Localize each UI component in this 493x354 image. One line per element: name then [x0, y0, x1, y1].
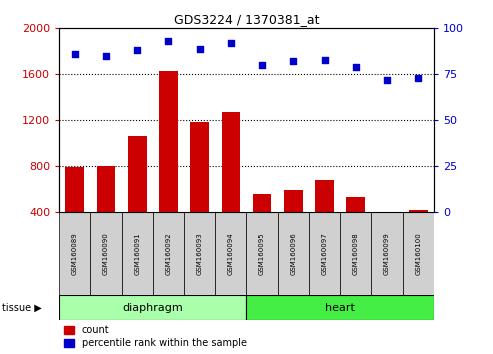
Bar: [66, 167, 84, 258]
Text: diaphragm: diaphragm: [122, 303, 183, 313]
Bar: [371, 212, 403, 295]
Point: [383, 77, 391, 82]
Text: GSM160096: GSM160096: [290, 232, 296, 275]
Title: GDS3224 / 1370381_at: GDS3224 / 1370381_at: [174, 13, 319, 26]
Text: GSM160095: GSM160095: [259, 232, 265, 275]
Text: GSM160093: GSM160093: [197, 232, 203, 275]
Bar: [59, 295, 246, 320]
Text: GSM160097: GSM160097: [321, 232, 327, 275]
Bar: [309, 212, 340, 295]
Text: heart: heart: [325, 303, 355, 313]
Bar: [184, 212, 215, 295]
Point: [196, 46, 204, 51]
Bar: [159, 72, 178, 258]
Bar: [409, 210, 427, 258]
Bar: [246, 212, 278, 295]
Point: [165, 38, 173, 44]
Bar: [347, 197, 365, 258]
Text: GSM160090: GSM160090: [103, 232, 109, 275]
Bar: [128, 136, 146, 258]
Point: [133, 47, 141, 53]
Point: [414, 75, 422, 81]
Text: GSM160094: GSM160094: [228, 232, 234, 275]
Point: [227, 40, 235, 46]
Bar: [378, 252, 396, 258]
Bar: [403, 212, 434, 295]
Text: GSM160089: GSM160089: [72, 232, 78, 275]
Point: [289, 58, 297, 64]
Point: [102, 53, 110, 59]
Point: [258, 62, 266, 68]
Bar: [340, 212, 371, 295]
Bar: [59, 212, 90, 295]
Text: tissue ▶: tissue ▶: [2, 303, 42, 313]
Text: GSM160091: GSM160091: [134, 232, 140, 275]
Point: [320, 57, 328, 62]
Bar: [246, 295, 434, 320]
Bar: [284, 190, 303, 258]
Bar: [278, 212, 309, 295]
Legend: count, percentile rank within the sample: count, percentile rank within the sample: [64, 325, 246, 348]
Bar: [221, 112, 240, 258]
Bar: [315, 180, 334, 258]
Point: [352, 64, 360, 70]
Text: GSM160092: GSM160092: [166, 232, 172, 275]
Bar: [97, 166, 115, 258]
Bar: [153, 212, 184, 295]
Point: [71, 51, 79, 57]
Bar: [190, 122, 209, 258]
Bar: [253, 194, 272, 258]
Bar: [215, 212, 246, 295]
Bar: [122, 212, 153, 295]
Text: GSM160100: GSM160100: [415, 232, 421, 275]
Text: GSM160099: GSM160099: [384, 232, 390, 275]
Bar: [90, 212, 122, 295]
Text: GSM160098: GSM160098: [353, 232, 359, 275]
